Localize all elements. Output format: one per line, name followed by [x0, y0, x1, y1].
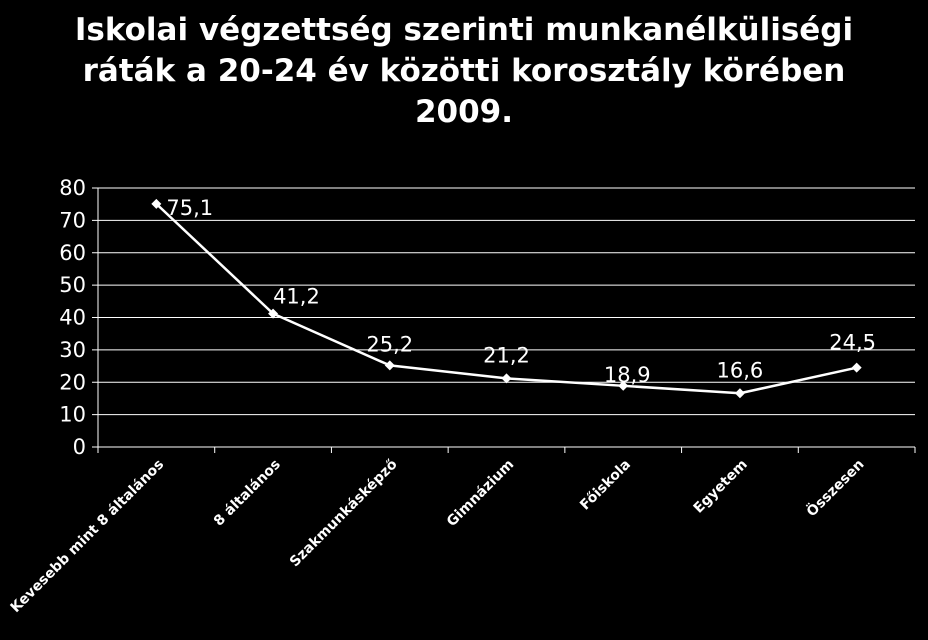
- data-label: 41,2: [273, 285, 320, 309]
- data-point-marker: [851, 362, 862, 373]
- x-tick-label: 8 általános: [211, 457, 284, 530]
- x-tick-label: Egyetem: [691, 457, 751, 517]
- gridlines: [98, 187, 915, 416]
- data-label: 75,1: [166, 196, 213, 220]
- y-tick-labels: 0 10 20 30 40 50 60 70 80: [59, 176, 86, 459]
- y-tick-label: 60: [59, 241, 86, 265]
- y-tick-label: 30: [59, 338, 86, 362]
- chart-title-line-3: 2009.: [414, 94, 514, 130]
- data-label: 24,5: [829, 331, 876, 355]
- chart-title: Iskolai végzettség szerinti munkanélküli…: [0, 10, 928, 133]
- chart-title-line-1: Iskolai végzettség szerinti munkanélküli…: [74, 12, 854, 48]
- data-point-marker: [734, 388, 745, 399]
- data-label: 21,2: [483, 343, 530, 367]
- y-tick-label: 50: [59, 273, 86, 297]
- data-label: 16,6: [717, 358, 764, 382]
- x-tick-labels: Kevesebb mint 8 általános 8 általános Szak…: [8, 455, 868, 616]
- axes: [92, 187, 916, 453]
- x-tick-label: Gimnázium: [444, 457, 517, 530]
- data-labels: 75,1 41,2 25,2 21,2 18,9 16,6 24,5: [166, 196, 876, 387]
- data-point-marker: [618, 380, 629, 391]
- y-tick-label: 10: [59, 403, 86, 427]
- y-tick-label: 0: [73, 435, 86, 459]
- data-label: 25,2: [366, 332, 413, 356]
- x-tick-label: Szakmunkásképző: [287, 456, 401, 570]
- data-point-marker: [384, 360, 395, 371]
- data-label: 18,9: [604, 363, 651, 387]
- y-tick-label: 40: [59, 306, 86, 330]
- chart-title-line-2: ráták a 20-24 év közötti korosztály köré…: [82, 53, 846, 89]
- y-tick-label: 70: [59, 208, 86, 232]
- series-layer: [151, 198, 862, 399]
- data-point-marker: [151, 198, 162, 209]
- x-tick-label: Összesen: [802, 455, 867, 520]
- x-tick-label: Kevesebb mint 8 általános: [8, 457, 167, 616]
- data-point-marker: [268, 308, 279, 319]
- x-tick-label: Főiskola: [577, 457, 634, 514]
- data-point-marker: [501, 373, 512, 384]
- y-tick-label: 20: [59, 370, 86, 394]
- y-tick-label: 80: [59, 176, 86, 200]
